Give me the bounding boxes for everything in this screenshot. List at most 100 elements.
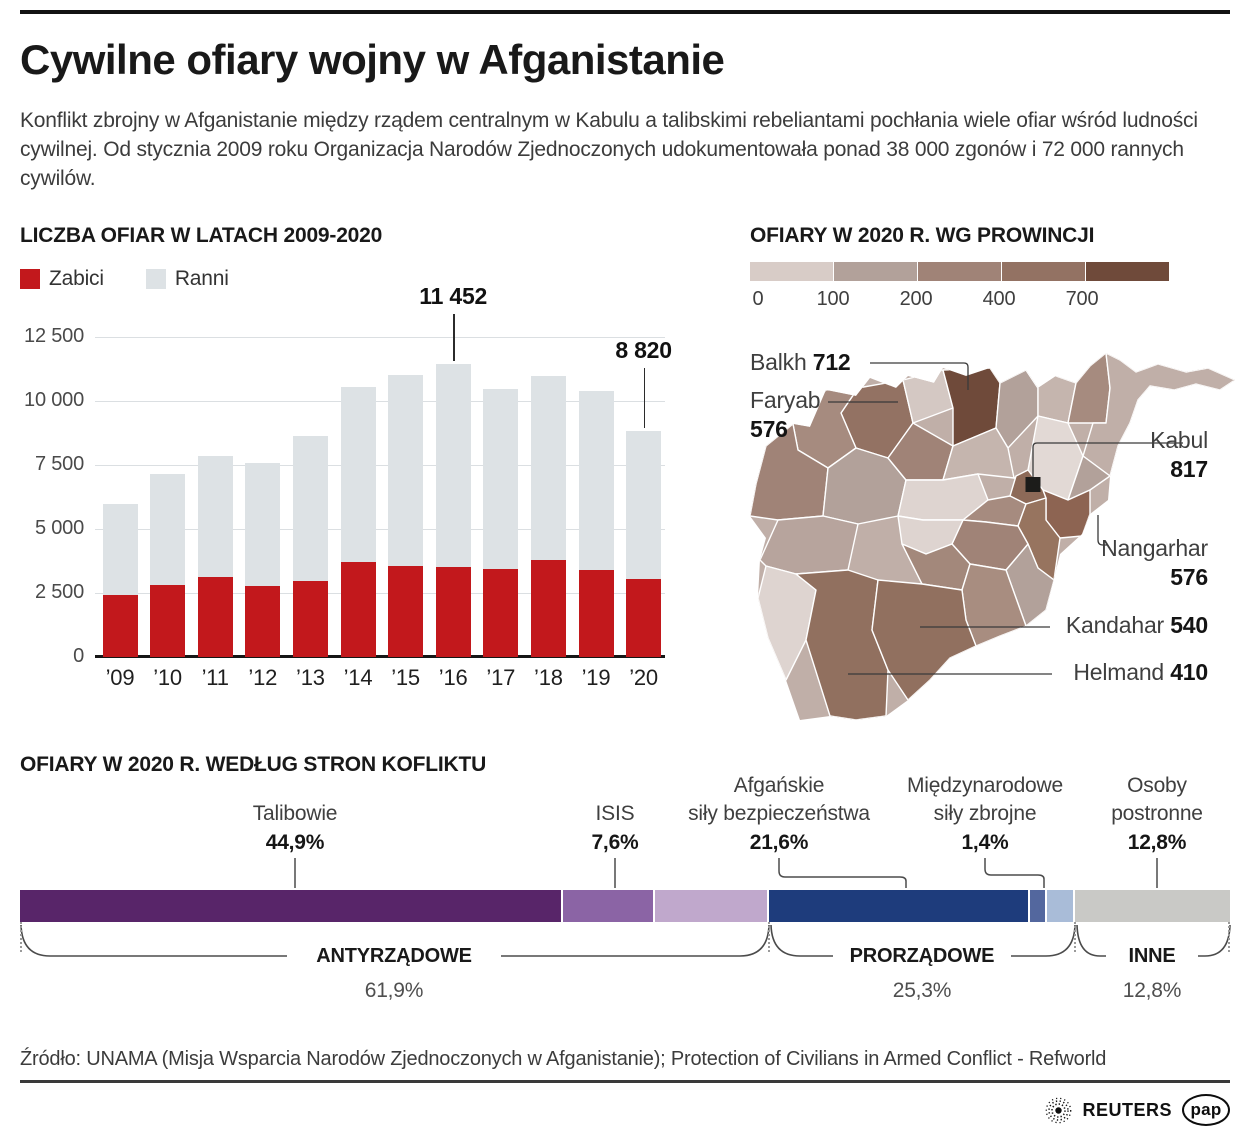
y-axis-label: 12 500 [24, 325, 84, 347]
x-axis-label: ’16 [438, 665, 468, 690]
x-axis-label: ’11 [201, 665, 229, 690]
annotation-label: 8 820 [615, 337, 672, 363]
x-axis-label: ’19 [581, 665, 611, 690]
bar-segment-mi-dzynarodowe-si-y-zbrojne [1030, 890, 1048, 922]
map-legend-swatch [750, 262, 834, 281]
map-color-scale [750, 262, 1170, 281]
intro-paragraph: Konflikt zbrojny w Afganistanie między r… [20, 109, 1198, 190]
x-axis-label: ’15 [391, 665, 420, 690]
x-axis-label: ’20 [629, 665, 658, 690]
pap-logo: pap [1182, 1094, 1230, 1126]
party-label-name: Talibowie [252, 802, 338, 825]
nangarhar-callout-line [1097, 515, 1108, 546]
party-label: Talibowie 44,9% [180, 800, 410, 857]
parties-title: OFIARY W 2020 R. WEDŁUG STRON KOFLIKTU [20, 753, 487, 776]
x-axis-label: ’10 [153, 665, 182, 690]
legend-item: Zabici [20, 267, 104, 291]
province-kandahar [871, 579, 977, 701]
party-label-pct: 21,6% [749, 831, 809, 854]
bottom-rule [20, 1080, 1230, 1083]
party-label-name: Osoby [1127, 774, 1187, 797]
bar-segment-isis [563, 890, 656, 922]
legend-label: Ranni [174, 267, 229, 290]
party-label: Międzynarodowe siły zbrojne 1,4% [870, 772, 1100, 857]
party-label: Afgańskie siły bezpieczeństwa 21,6% [664, 772, 894, 857]
annotation-label: 11 452 [419, 283, 488, 309]
bar-killed-segment [245, 586, 281, 657]
gridline [95, 528, 665, 530]
annotation-line [453, 314, 455, 361]
callout-balkh: Balkh 712 [750, 349, 851, 375]
group-separator [1074, 922, 1076, 952]
bar-killed-segment [292, 580, 328, 657]
bar-killed-segment [388, 566, 424, 657]
group-label-inne: INNE [1128, 945, 1176, 967]
x-axis-label: ’12 [248, 665, 278, 690]
x-axis-label: ’18 [534, 665, 563, 690]
bar-killed-segment [483, 568, 519, 657]
group-separator [1228, 922, 1230, 952]
party-label-name: ISIS [595, 802, 635, 825]
bar-killed-segment [578, 569, 614, 657]
legend-item: Ranni [145, 267, 229, 291]
province-badakhshan [1082, 353, 1235, 477]
x-axis-label: ’13 [296, 665, 325, 690]
bar-killed-segment [626, 579, 662, 657]
bar-wounded-segment [150, 473, 186, 586]
party-label: Osoby postronne 12,8% [1042, 772, 1250, 857]
bar-segment-unlabeled [655, 890, 769, 922]
inne-brace-left [1076, 924, 1106, 957]
gridline [95, 592, 665, 594]
map-legend-tick: 0 [752, 288, 764, 310]
y-axis-label: 2 500 [34, 581, 84, 603]
x-axis-label: ’09 [105, 665, 135, 690]
bar-segment-afga-skie-si-y-bezpiecze-stwa [768, 890, 1031, 922]
chart-legend: Zabici Ranni [20, 267, 229, 291]
bar-wounded-segment [388, 375, 424, 567]
bar-wounded-segment [578, 390, 614, 570]
map-legend-swatch [918, 262, 1002, 281]
bar-wounded-segment [102, 504, 138, 596]
legend-label: Zabici [49, 267, 104, 290]
map-legend-swatch [1002, 262, 1086, 281]
gridline [95, 464, 665, 466]
parties-section: OFIARY W 2020 R. WEDŁUG STRON KOFLIKTU T… [0, 753, 1250, 1033]
party-label: ISIS 7,6% [500, 800, 730, 857]
map-legend-tick: 400 [982, 288, 1016, 310]
callout-kabul: Kabul 817 [1150, 427, 1208, 482]
bar-killed-segment [150, 585, 186, 657]
casualties-bar-chart: 12 500 10 000 7 500 5 000 2 500 0 ’09 ’10 ’11 ’12… [20, 283, 700, 690]
bar-segment-unlabeled [1047, 890, 1076, 922]
y-axis-label: 10 000 [24, 389, 84, 411]
group-label-anti: ANTYRZĄDOWE [316, 945, 472, 967]
x-axis-label: ’14 [343, 665, 373, 690]
kabul-callout-line [1032, 442, 1183, 478]
y-axis-label: 0 [73, 645, 84, 667]
casualties-chart-title: LICZBA OFIAR W LATACH 2009-2020 [20, 224, 383, 247]
afghanistan-map-svg [750, 353, 1235, 720]
bar-wounded-segment [626, 431, 662, 580]
bar-segment-talibowie [20, 890, 564, 922]
y-axis-label: 7 500 [34, 453, 84, 475]
anti-brace-right [501, 924, 770, 957]
legend-swatch [20, 269, 40, 289]
pro-brace-left [770, 924, 833, 957]
reuters-logo-icon [1046, 1097, 1072, 1123]
bar-wounded-segment [197, 456, 233, 577]
bar-wounded-segment [245, 462, 281, 587]
province-helmand [795, 569, 889, 720]
callout-nangarhar: Nangarhar 576 [1101, 535, 1208, 590]
group-separator [20, 922, 22, 952]
group-label-pro: PRORZĄDOWE [849, 945, 995, 967]
party-label-name: siły bezpieczeństwa [688, 802, 870, 825]
gridline [95, 336, 665, 338]
source-line: Źródło: UNAMA (Misja Wsparcia Narodów Zj… [20, 1048, 1107, 1070]
x-axis-line [95, 655, 665, 658]
map-callout-lines [828, 362, 1183, 675]
callout-kandahar: Kandahar 540 [1065, 612, 1208, 638]
map-legend-swatch [1086, 262, 1170, 281]
party-label-pct: 44,9% [265, 831, 325, 854]
map-legend-tick: 200 [899, 288, 933, 310]
party-label-pct: 12,8% [1127, 831, 1187, 854]
bar-killed-segment [530, 559, 566, 657]
